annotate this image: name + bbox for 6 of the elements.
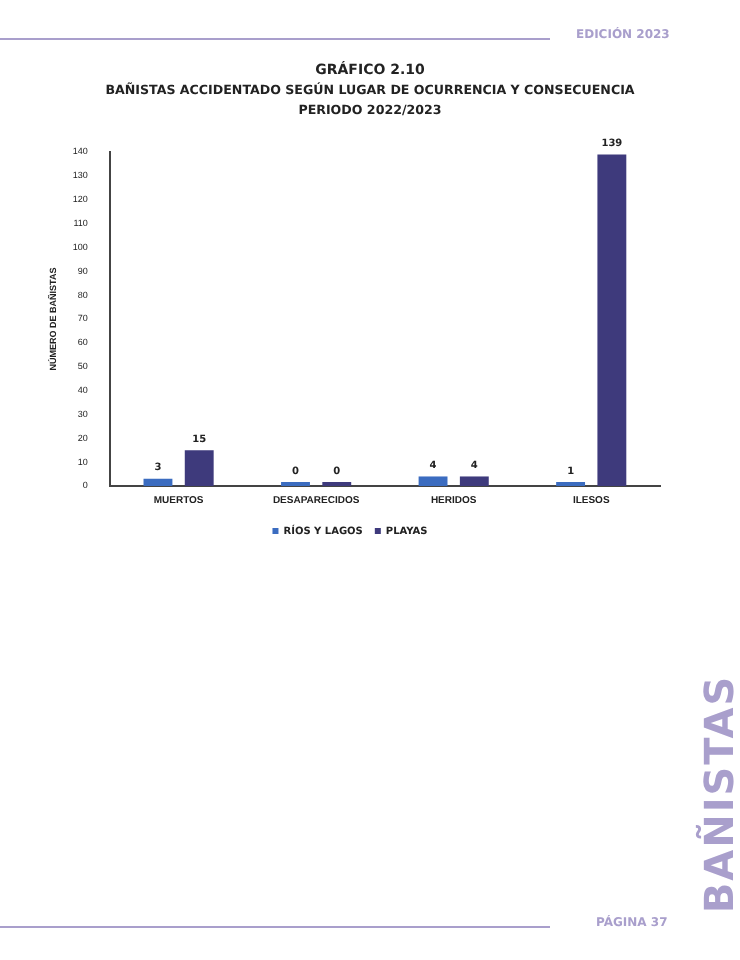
bar: [143, 478, 173, 486]
bar: [184, 450, 214, 486]
text: BAÑISTAS: [695, 674, 740, 914]
bar: [418, 476, 448, 486]
bar: [597, 154, 627, 486]
bar: [459, 476, 489, 486]
